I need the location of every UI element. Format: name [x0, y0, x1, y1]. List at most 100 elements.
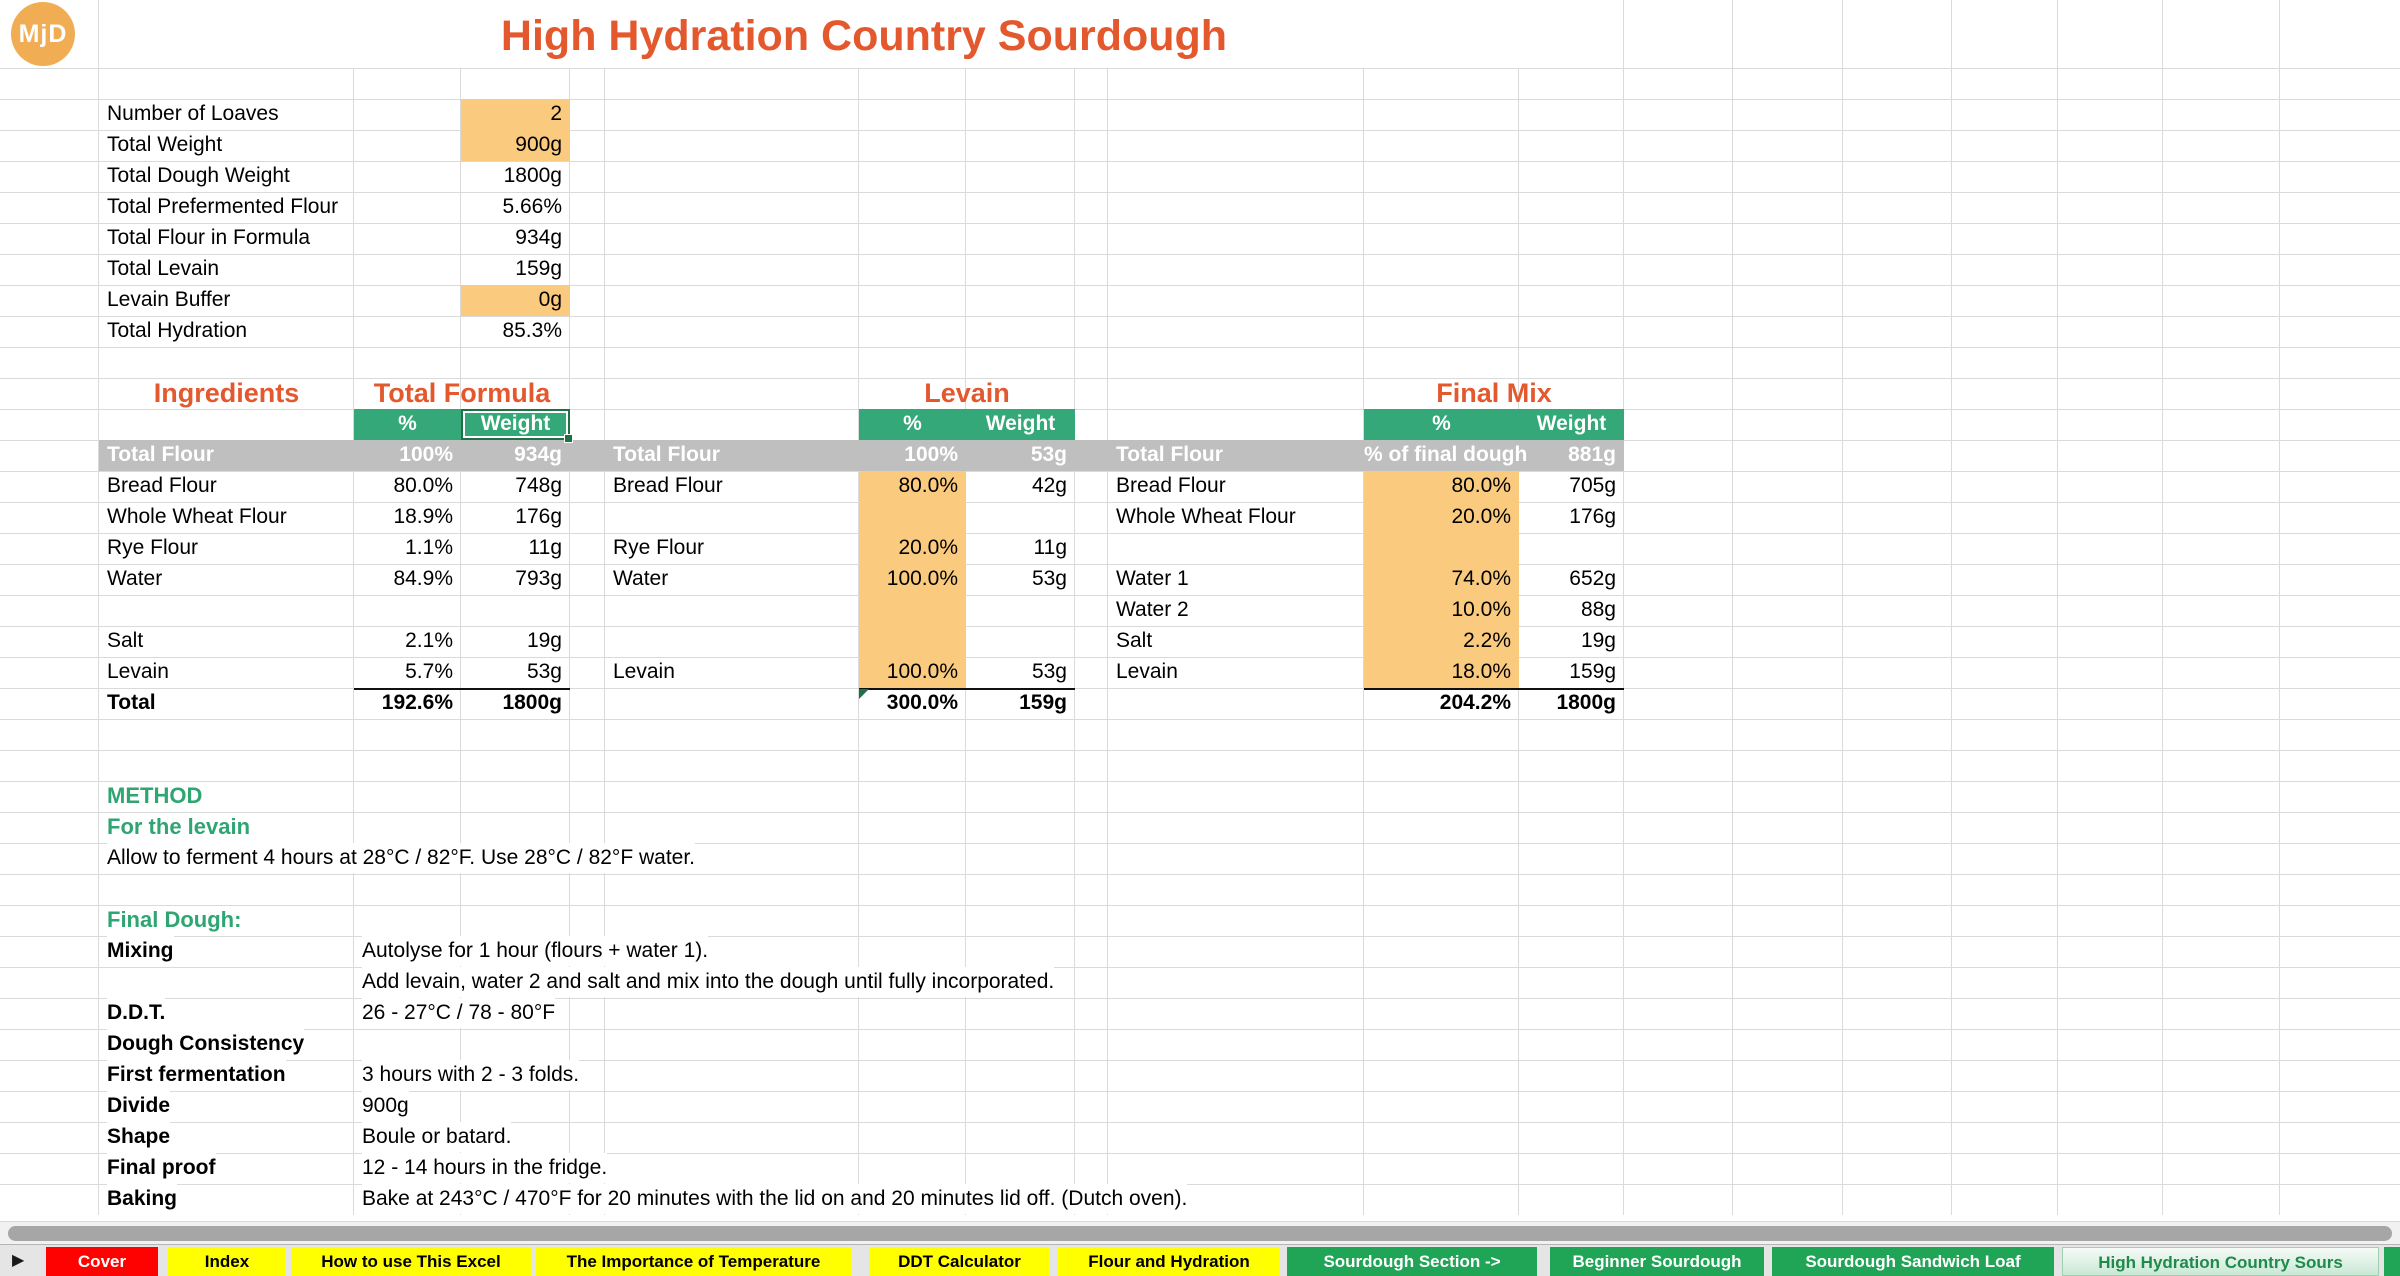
ingredient-weight[interactable]: 159g: [1569, 660, 1616, 683]
method-step-value[interactable]: 12 - 14 hours in the fridge.: [362, 1153, 608, 1183]
ingredient-weight[interactable]: 652g: [1569, 567, 1616, 590]
input-highlight-levain-buffer: [461, 285, 570, 316]
ingredient-pct[interactable]: 2.2%: [1463, 629, 1511, 652]
ingredient-weight[interactable]: 53g: [1031, 660, 1067, 683]
sheet-tab-how-to-use[interactable]: How to use This Excel: [291, 1247, 531, 1276]
pct-column-header: %: [1432, 412, 1451, 435]
sheet-tab-partial[interactable]: [2384, 1247, 2400, 1276]
method-levain-note[interactable]: Allow to ferment 4 hours at 28°C / 82°F.…: [107, 843, 696, 873]
method-step-value[interactable]: Bake at 243°C / 470°F for 20 minutes wit…: [362, 1184, 1188, 1214]
total-flour-pct[interactable]: 100%: [399, 443, 453, 466]
total-row-weight[interactable]: 1800g: [1556, 691, 1616, 714]
total-row-border: [1364, 688, 1624, 690]
summary-value[interactable]: 2: [550, 102, 562, 125]
ingredient-pct[interactable]: 74.0%: [1451, 567, 1511, 590]
method-step-value[interactable]: 3 hours with 2 - 3 folds.: [362, 1060, 580, 1090]
horizontal-scrollbar-track[interactable]: [0, 1221, 2400, 1244]
summary-label: Total Levain: [107, 257, 220, 280]
pct-column-header: %: [903, 412, 922, 435]
ingredient-weight[interactable]: 748g: [515, 474, 562, 497]
method-step-value[interactable]: Autolyse for 1 hour (flours + water 1).: [362, 936, 709, 966]
method-step-value[interactable]: Boule or batard.: [362, 1122, 512, 1152]
ingredient-pct[interactable]: 80.0%: [898, 474, 958, 497]
method-levain-heading: For the levain: [107, 814, 251, 839]
ingredient-label: Water: [107, 567, 163, 590]
sheet-tab-ddt-calculator[interactable]: DDT Calculator: [869, 1247, 1050, 1276]
summary-value[interactable]: 159g: [515, 257, 562, 280]
ingredient-weight[interactable]: 53g: [1031, 567, 1067, 590]
sheet-tab-index[interactable]: Index: [168, 1247, 286, 1276]
total-row-weight[interactable]: 159g: [1019, 691, 1067, 714]
pct-column-header: %: [398, 412, 417, 435]
method-step-value[interactable]: 900g: [362, 1091, 409, 1121]
summary-value[interactable]: 0g: [538, 288, 562, 311]
ingredient-weight[interactable]: 705g: [1569, 474, 1616, 497]
brand-logo: MjD: [11, 2, 75, 66]
ingredient-pct[interactable]: 100.0%: [886, 660, 958, 683]
ingredient-label: Water 1: [1116, 567, 1189, 590]
ingredient-weight[interactable]: 11g: [528, 536, 562, 559]
sheet-tab-sourdough-section[interactable]: Sourdough Section ->: [1287, 1247, 1537, 1276]
ingredient-pct[interactable]: 10.0%: [1451, 598, 1511, 621]
ingredient-weight[interactable]: 19g: [526, 629, 562, 652]
total-row-pct[interactable]: 300.0%: [886, 691, 958, 714]
ingredient-pct[interactable]: 84.9%: [393, 567, 453, 590]
horizontal-scrollbar-thumb[interactable]: [8, 1226, 2392, 1241]
sheet-tab-flour-and-hydration[interactable]: Flour and Hydration: [1058, 1247, 1280, 1276]
ingredient-label: Levain: [613, 660, 675, 683]
ingredient-pct[interactable]: 80.0%: [1451, 474, 1511, 497]
total-row-pct[interactable]: 204.2%: [1439, 691, 1511, 714]
method-final-dough-heading: Final Dough:: [107, 907, 242, 932]
ingredient-weight[interactable]: 11g: [1033, 536, 1067, 559]
ingredient-weight[interactable]: 88g: [1580, 598, 1616, 621]
ingredient-weight[interactable]: 176g: [1569, 505, 1616, 528]
ingredient-weight[interactable]: 176g: [515, 505, 562, 528]
sheet-nav-arrow-icon[interactable]: ▶: [12, 1252, 25, 1269]
summary-label: Total Weight: [107, 133, 223, 156]
ingredient-pct[interactable]: 18.9%: [393, 505, 453, 528]
total-row-label: Total: [107, 691, 156, 714]
method-step-value[interactable]: 26 - 27°C / 78 - 80°F: [362, 998, 556, 1028]
ingredient-pct[interactable]: 5.7%: [405, 660, 453, 683]
ingredient-pct[interactable]: 80.0%: [393, 474, 453, 497]
sheet-tab-high-hydration-country-sourdough-active[interactable]: High Hydration Country Sours: [2062, 1247, 2379, 1276]
ingredient-weight[interactable]: 42g: [1031, 474, 1067, 497]
total-row-weight[interactable]: 1800g: [502, 691, 562, 714]
sheet-tab-cover[interactable]: Cover: [46, 1247, 158, 1276]
summary-label: Total Flour in Formula: [107, 226, 311, 249]
sheet-tab-bar: ▶ Cover Index How to use This Excel The …: [0, 1244, 2400, 1276]
total-flour-pct[interactable]: % of final dough: [1364, 443, 1528, 466]
ingredient-pct[interactable]: 2.1%: [405, 629, 453, 652]
ingredient-pct[interactable]: 20.0%: [898, 536, 958, 559]
summary-label: Total Dough Weight: [107, 164, 290, 187]
ingredient-weight[interactable]: 793g: [515, 567, 562, 590]
method-step-value[interactable]: Add levain, water 2 and salt and mix int…: [362, 967, 1055, 997]
total-row-pct[interactable]: 192.6%: [381, 691, 453, 714]
weight-column-header[interactable]: Weight: [480, 412, 551, 435]
ingredient-label: Salt: [107, 629, 144, 652]
ingredient-weight[interactable]: 53g: [526, 660, 562, 683]
ingredient-pct[interactable]: 20.0%: [1451, 505, 1511, 528]
summary-value[interactable]: 1800g: [503, 164, 562, 187]
ingredient-pct[interactable]: 100.0%: [886, 567, 958, 590]
ingredient-weight[interactable]: 19g: [1580, 629, 1616, 652]
sheet-tab-sourdough-sandwich-loaf[interactable]: Sourdough Sandwich Loaf: [1772, 1247, 2054, 1276]
levain-title: Levain: [924, 378, 1010, 408]
method-step-label: Dough Consistency: [107, 1029, 305, 1059]
total-flour-pct[interactable]: 100%: [904, 443, 958, 466]
method-step-label: D.D.T.: [107, 998, 166, 1028]
summary-value[interactable]: 900g: [515, 133, 562, 156]
ingredient-label: Bread Flour: [1116, 474, 1226, 497]
total-flour-weight[interactable]: 881g: [1568, 443, 1616, 466]
summary-value[interactable]: 934g: [515, 226, 562, 249]
total-flour-weight[interactable]: 934g: [514, 443, 562, 466]
ingredient-pct[interactable]: 1.1%: [405, 536, 453, 559]
summary-value[interactable]: 85.3%: [502, 319, 562, 342]
sheet-tab-beginner-sourdough[interactable]: Beginner Sourdough: [1550, 1247, 1764, 1276]
sheet-tab-importance-of-temperature[interactable]: The Importance of Temperature: [536, 1247, 851, 1276]
total-flour-weight[interactable]: 53g: [1030, 443, 1067, 466]
summary-value[interactable]: 5.66%: [502, 195, 562, 218]
ingredient-label: Whole Wheat Flour: [107, 505, 287, 528]
ingredient-pct[interactable]: 18.0%: [1451, 660, 1511, 683]
